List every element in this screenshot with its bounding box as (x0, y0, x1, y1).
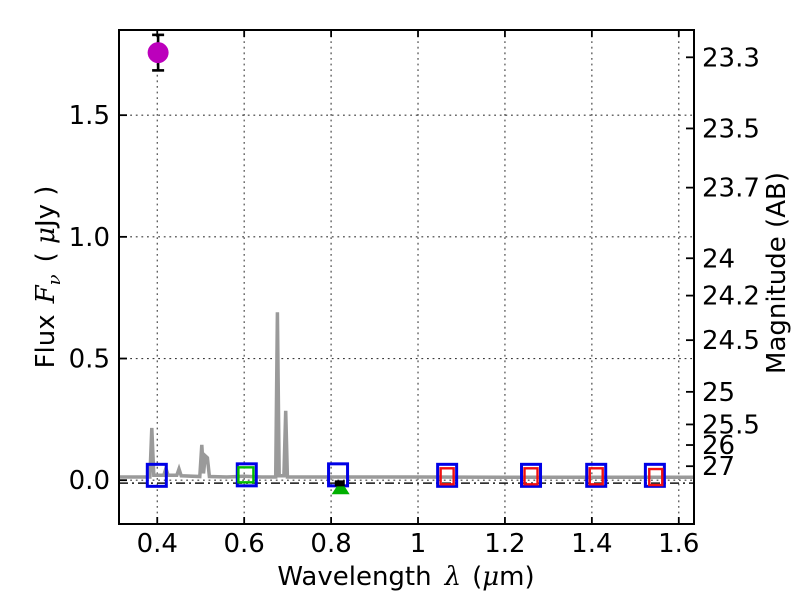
model-spectrum (119, 312, 694, 480)
y-tick-label-right: 23.3 (702, 43, 760, 73)
y-tick-label-right: 24.5 (702, 326, 760, 356)
y-tick-label-left: 0.5 (69, 345, 110, 375)
observed-photometry-blue-square (145, 462, 168, 488)
x-tick-label: 0.8 (310, 529, 351, 559)
y-axis-title-right: Magnitude (AB) (762, 172, 792, 374)
nu-subscript: ν (44, 274, 66, 286)
y-tick-label-right: 24.2 (702, 282, 760, 312)
y-tick-label-right: 25.5 (702, 410, 760, 440)
mu-symbol: μ (482, 562, 500, 592)
observed-photometry-blue-square (520, 462, 543, 488)
upper-limit-green-triangle (331, 480, 350, 495)
ylabel-unit: Jy ) (30, 185, 61, 228)
model-photometry-green-square (237, 466, 255, 484)
model-photometry-red-square (648, 467, 664, 487)
xlabel-unit: m) (499, 562, 535, 592)
lambda-symbol: λ (444, 562, 462, 592)
y-tick-label-left: 1.0 (69, 223, 110, 253)
x-tick-label: 1.2 (484, 529, 525, 559)
black-point (334, 480, 345, 487)
y-tick-label-left: 1.5 (69, 101, 110, 131)
y-tick-label-right: 24 (702, 244, 735, 274)
mu-symbol-flux: μ (30, 227, 61, 244)
observed-photometry-blue-square (436, 462, 459, 488)
y-tick-label-right: 26 (702, 431, 735, 461)
observed-photometry-blue-square (643, 462, 666, 488)
y-tick-label-right: 27 (702, 452, 735, 482)
flux-symbol: F (30, 285, 61, 304)
y-tick-label-right: 23.5 (702, 114, 760, 144)
x-tick-label: 0.4 (137, 529, 178, 559)
y-tick-label-right: 23.7 (702, 174, 760, 204)
xlabel-word: Wavelength (277, 562, 432, 592)
model-photometry-red-square (523, 467, 539, 486)
y-axis-title-left: Flux Fν ( μJy ) (31, 186, 65, 369)
model-photometry-red-square (588, 467, 604, 486)
x-tick-label: 1.4 (571, 529, 612, 559)
x-tick-label: 0.6 (223, 529, 264, 559)
y-tick-label-left: 0.0 (69, 466, 110, 496)
observed-photometry-blue-square (585, 462, 608, 488)
y-tick-label-right: 25 (702, 378, 735, 408)
x-tick-label: 1.6 (658, 529, 699, 559)
model-photometry-red-square (439, 467, 455, 486)
x-tick-label: 1 (410, 529, 427, 559)
xlabel-open-paren: ( (472, 562, 483, 592)
ylabel-word: Flux (30, 314, 61, 369)
ylabel-open-paren: ( (30, 252, 61, 263)
axes-frame (118, 29, 695, 525)
detection-magenta-circle (147, 42, 169, 64)
x-axis-title: Wavelength λ (μm) (277, 562, 534, 592)
